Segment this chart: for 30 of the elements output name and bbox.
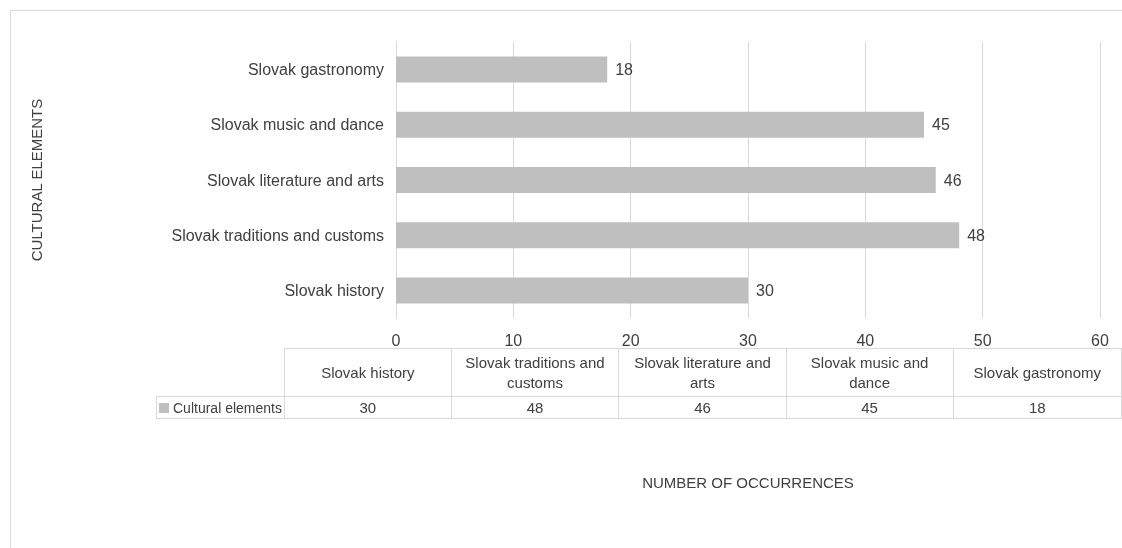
category-label: Slovak gastronomy xyxy=(973,363,1102,381)
x-tick-label: 60 xyxy=(1091,331,1109,349)
x-tick-label: 40 xyxy=(856,331,875,349)
text: 45 xyxy=(861,398,878,416)
category-label: Slovak literature and arts xyxy=(634,353,771,391)
text: 30 xyxy=(359,398,377,416)
data-label: 18 xyxy=(615,61,634,79)
y-tick-label: Slovak history xyxy=(284,281,384,299)
text: 48 xyxy=(526,398,544,416)
data-label: 45 xyxy=(932,116,950,134)
x-tick-label: 10 xyxy=(504,331,523,349)
data-label: 48 xyxy=(967,226,986,244)
text: CULTURAL ELEMENTS xyxy=(27,98,45,262)
text: 18 xyxy=(1028,398,1046,416)
y-tick-label: Slovak traditions and customs xyxy=(171,226,384,244)
legend-label: Cultural elements xyxy=(156,396,285,419)
x-tick-label: 50 xyxy=(973,331,992,349)
category-label: Slovak traditions and customs xyxy=(465,353,605,391)
text: NUMBER OF OCCURRENCES xyxy=(641,474,855,491)
data-label: 30 xyxy=(756,281,774,299)
y-tick-label: Slovak gastronomy xyxy=(247,61,384,79)
x-tick-label: 30 xyxy=(739,331,757,349)
category-label: Slovak music and dance xyxy=(810,353,929,391)
y-tick-label: Slovak literature and arts xyxy=(207,171,384,189)
text: 46 xyxy=(694,398,711,416)
y-tick-label: Slovak music and dance xyxy=(210,116,385,134)
category-label: Slovak history xyxy=(321,363,415,381)
x-tick-label: 0 xyxy=(391,331,401,349)
x-tick-label: 20 xyxy=(621,331,640,349)
data-label: 46 xyxy=(943,171,962,189)
